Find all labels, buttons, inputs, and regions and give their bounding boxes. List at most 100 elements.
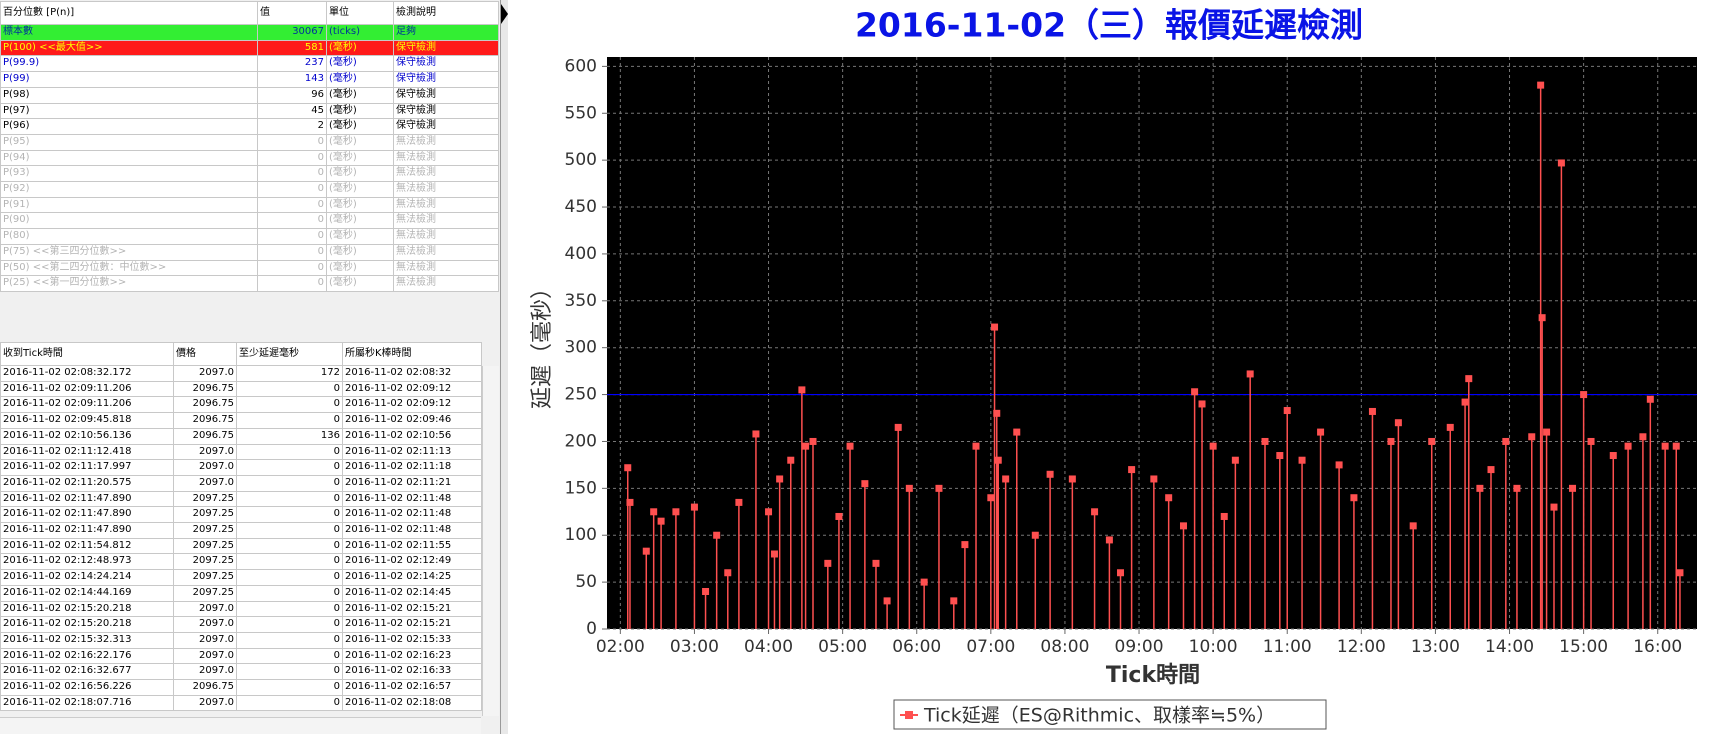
cell: 2016-11-02 02:14:25 [342, 569, 482, 586]
marker [824, 559, 832, 567]
marker [1428, 437, 1436, 445]
cell: P(25) <<第一四分位數>> [0, 275, 258, 292]
y-tick-label: 200 [565, 431, 597, 451]
marker [1068, 475, 1076, 483]
column-header: 百分位數 [P(n)] [0, 1, 258, 25]
x-tick-label: 05:00 [818, 637, 867, 657]
chart: 2016-11-02（三）報價延遲檢測 延遲（毫秒） Tick時間 0 50 100… [530, 6, 1697, 730]
vertical-scrollbar[interactable] [482, 366, 499, 716]
data-point [861, 480, 869, 629]
marker [1350, 494, 1358, 502]
cell: 2096.75 [173, 412, 237, 429]
marker [1150, 475, 1158, 483]
data-point [1046, 470, 1054, 629]
cell: 無法檢測 [393, 181, 499, 198]
data-point [702, 587, 710, 629]
table-row: P(80) 0 (毫秒) 無法檢測 [0, 228, 499, 245]
cell: 237 [257, 55, 327, 73]
table-row: 2016-11-02 02:11:12.418 2097.0 0 2016-11-02… [0, 443, 482, 461]
data-point [1231, 456, 1239, 629]
table-row: 2016-11-02 02:09:45.818 2096.75 0 2016-11-0… [0, 412, 482, 429]
data-point [1639, 433, 1647, 629]
y-tick-label: 400 [565, 244, 597, 264]
table-row: 2016-11-02 02:18:07.716 2097.0 0 2016-11-02… [0, 694, 482, 712]
data-point [642, 547, 650, 629]
x-tick-label: 13:00 [1411, 637, 1460, 657]
cell: 0 [236, 490, 343, 508]
data-point [776, 475, 784, 629]
cell: 2016-11-02 02:16:22.176 [0, 647, 174, 665]
cell: 2016-11-02 02:12:49 [342, 553, 482, 571]
marker [994, 456, 1002, 464]
cell: 0 [257, 259, 327, 277]
marker [752, 430, 760, 438]
splitter[interactable] [501, 0, 508, 734]
marker [987, 494, 995, 502]
cell: (毫秒) [326, 149, 394, 167]
data-point [724, 569, 732, 629]
cell: 136 [236, 427, 343, 445]
cell: 2097.25 [173, 490, 237, 508]
data-point [1446, 423, 1454, 629]
cell: 2097.25 [173, 537, 237, 555]
data-point [1165, 494, 1173, 629]
data-point [824, 559, 832, 629]
marker [690, 503, 698, 511]
table-row: 2016-11-02 02:15:32.313 2097.0 0 2016-11-02… [0, 631, 482, 649]
marker [1639, 433, 1647, 441]
data-point [1335, 461, 1343, 629]
cell: 143 [257, 71, 327, 88]
data-point [1394, 419, 1402, 629]
marker [1557, 159, 1565, 167]
cell: (毫秒) [326, 102, 394, 120]
column-header: 值 [257, 1, 327, 25]
marker [765, 508, 773, 516]
data-point [950, 597, 958, 629]
cell: 無法檢測 [393, 133, 499, 151]
table-row: P(98) 96 (毫秒) 保守檢測 [0, 86, 499, 104]
marker [935, 484, 943, 492]
marker [1624, 442, 1632, 450]
cell: P(80) [0, 228, 258, 245]
x-tick-label: 11:00 [1263, 637, 1312, 657]
cell: 0 [257, 196, 327, 214]
cell: P(100) <<最大值>> [0, 39, 258, 57]
data-point [713, 531, 721, 629]
marker [1502, 437, 1510, 445]
marker [872, 559, 880, 567]
marker [1672, 442, 1680, 450]
marker [1165, 494, 1173, 502]
cell: 0 [257, 165, 327, 183]
legend: Tick延遲（ES@Rithmic、取樣率≒5%） [893, 699, 1327, 730]
x-tick-label: 08:00 [1040, 637, 1089, 657]
cell: (毫秒) [326, 181, 394, 198]
cell: P(92) [0, 181, 258, 198]
cell: 2016-11-02 02:11:54.812 [0, 537, 174, 555]
cell: 2097.0 [173, 600, 237, 618]
splitter-arrow[interactable] [501, 0, 508, 30]
data-point [1513, 484, 1521, 629]
cell: (毫秒) [326, 243, 394, 261]
cell: 2016-11-02 02:15:21 [342, 616, 482, 633]
data-point [1461, 398, 1469, 629]
marker [1446, 423, 1454, 431]
marker [1661, 442, 1669, 450]
marker [624, 464, 632, 472]
data-point [1261, 437, 1269, 629]
cell: 2097.0 [173, 631, 237, 649]
cell: 2016-11-02 02:10:56 [342, 427, 482, 445]
data-point [1587, 437, 1595, 629]
cell: 2097.0 [173, 474, 237, 492]
horizontal-scrollbar[interactable] [0, 717, 481, 734]
data-point [690, 503, 698, 629]
marker [1002, 475, 1010, 483]
cell: 2016-11-02 02:14:45 [342, 584, 482, 602]
data-point [1624, 442, 1632, 629]
cell: 0 [236, 663, 343, 681]
cell: 保守檢測 [393, 102, 499, 120]
table-row: P(92) 0 (毫秒) 無法檢測 [0, 181, 499, 198]
cell: 無法檢測 [393, 275, 499, 292]
cell: 30067 [257, 24, 327, 41]
table-row: 2016-11-02 02:11:47.890 2097.25 0 2016-11-0… [0, 506, 482, 524]
marker [1317, 428, 1325, 436]
